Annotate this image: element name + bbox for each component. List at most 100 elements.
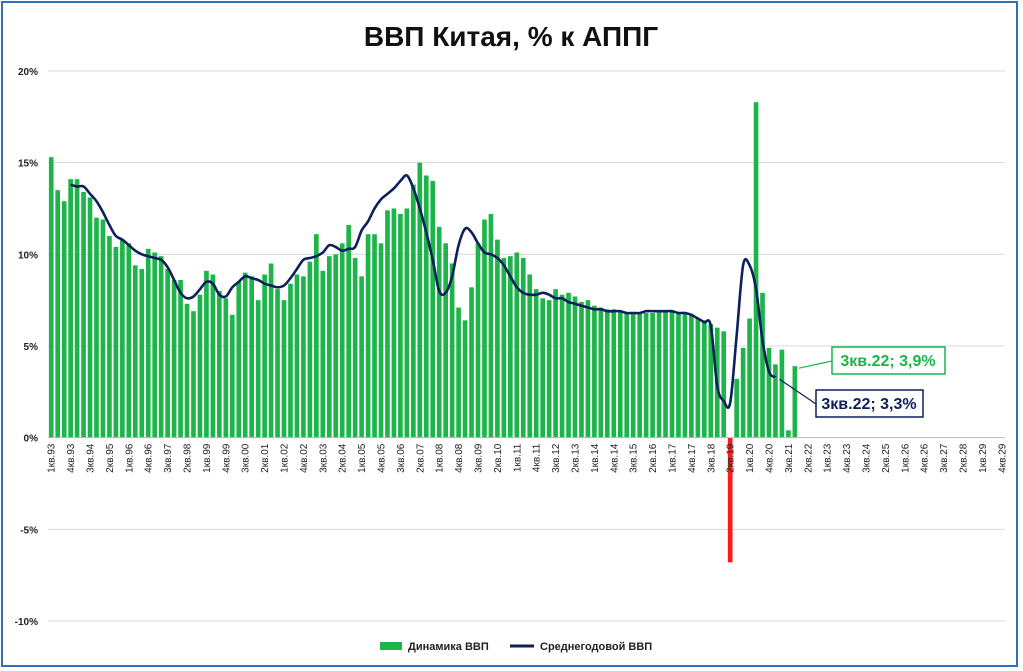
bar (566, 292, 571, 438)
average-line (70, 174, 777, 410)
bar (423, 175, 429, 438)
bar (449, 263, 455, 438)
x-tick-label: 4кв.93 (66, 443, 77, 473)
x-tick-label: 2кв.95 (105, 443, 116, 473)
bar (533, 289, 539, 438)
bar (307, 261, 313, 438)
bar-series (48, 102, 798, 563)
bar (572, 296, 578, 438)
bar (598, 307, 604, 438)
bar (236, 281, 242, 438)
y-tick-label: 20% (18, 67, 38, 78)
x-tick-label: 2кв.19 (726, 443, 737, 473)
bar (326, 256, 332, 438)
x-tick-label: 4кв.05 (377, 443, 388, 473)
bar (113, 247, 119, 438)
x-tick-label: 1кв.02 (280, 443, 291, 473)
annotation-label: 3кв.22; 3,3% (821, 396, 916, 413)
bar (255, 300, 261, 438)
bar (656, 311, 662, 438)
x-tick-label: 2кв.10 (493, 443, 504, 473)
bar (288, 283, 293, 438)
bar (68, 179, 73, 438)
x-tick-label: 2кв.28 (959, 443, 970, 473)
x-tick-label: 1кв.29 (978, 443, 989, 473)
bar (527, 274, 533, 438)
x-tick-label: 1кв.26 (900, 443, 911, 473)
bar (385, 210, 390, 438)
bar (107, 236, 112, 438)
legend-swatch-bar (380, 642, 402, 650)
x-tick-label: 3кв.09 (474, 443, 485, 473)
bar (482, 219, 487, 438)
bar (540, 298, 545, 438)
annotation-leader (798, 360, 833, 369)
bar (779, 349, 785, 438)
y-tick-label: -10% (15, 617, 38, 628)
annotations: 3кв.22; 3,9% 3кв.22; 3,3% (779, 346, 946, 418)
line-series (70, 174, 777, 410)
bar (210, 274, 216, 438)
bar (501, 258, 507, 438)
bar (145, 248, 151, 438)
bar (443, 243, 449, 438)
x-tick-label: 4кв.11 (532, 443, 543, 472)
bar (650, 313, 655, 438)
bar (462, 320, 468, 438)
bar (514, 252, 520, 438)
bar (132, 265, 138, 438)
x-tick-label: 1кв.20 (745, 443, 756, 473)
bar (249, 276, 255, 438)
bar (689, 314, 694, 438)
annotation-box (815, 389, 924, 418)
bar (695, 318, 701, 438)
bar (747, 318, 752, 438)
x-tick-label: 1кв.17 (668, 443, 679, 473)
bar (372, 234, 377, 438)
legend-label: Динамика ВВП (408, 641, 489, 653)
bar (404, 208, 410, 438)
bar (520, 258, 526, 438)
bar (727, 437, 733, 563)
bar (165, 269, 170, 438)
legend: Динамика ВВП Среднегодовой ВВП (380, 641, 652, 653)
bar (495, 239, 500, 438)
x-tick-label: 3кв.00 (241, 443, 252, 473)
x-tick-label: 3кв.06 (396, 443, 407, 473)
x-tick-label: 2кв.04 (338, 443, 349, 473)
x-tick-label: 1кв.99 (202, 443, 213, 473)
x-tick-label: 1кв.14 (590, 443, 601, 473)
bar (592, 305, 597, 438)
bar (281, 300, 287, 438)
bar (320, 270, 326, 438)
x-tick-label: 4кв.14 (609, 443, 620, 473)
bar (268, 263, 274, 438)
bar (488, 214, 494, 438)
x-tick-label: 4кв.02 (299, 443, 310, 473)
x-tick-label: 4кв.99 (221, 443, 232, 473)
bar (617, 311, 623, 438)
x-tick-label: 2кв.16 (648, 443, 659, 473)
bar (669, 311, 675, 438)
x-tick-label: 4кв.96 (144, 443, 155, 473)
bar (604, 309, 610, 438)
bar (262, 274, 267, 438)
bar (721, 331, 727, 438)
bar (339, 243, 345, 438)
annotation-label: 3кв.22; 3,9% (840, 353, 935, 370)
annotation-leader (779, 378, 817, 405)
bar (81, 192, 86, 438)
x-axis-ticks: 1кв.93 4кв.93 3кв.94 2кв.95 1кв.96 4кв.96 3кв.… (47, 443, 1009, 473)
bar (87, 197, 93, 438)
bar (436, 226, 442, 438)
bar (663, 311, 668, 438)
bar (378, 243, 384, 438)
bar (48, 157, 54, 438)
bar (398, 214, 403, 438)
bar (553, 289, 558, 438)
x-tick-label: 2кв.13 (571, 443, 582, 473)
y-tick-label: 10% (18, 250, 38, 261)
bar (314, 234, 319, 438)
bar (708, 324, 714, 438)
